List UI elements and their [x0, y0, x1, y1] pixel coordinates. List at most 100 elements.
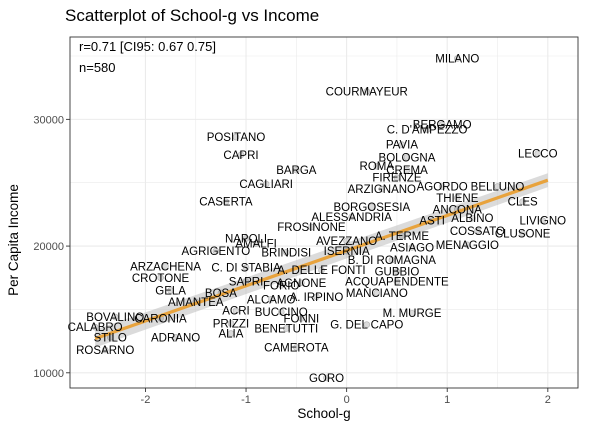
data-point [453, 55, 461, 62]
point-label: A. DELLE FONTI [277, 265, 365, 277]
point-label: LIVIGNO [519, 216, 566, 228]
point-label: CLUSONE [495, 228, 551, 240]
data-point [232, 307, 240, 315]
data-point [464, 241, 471, 249]
point-label: ALBINO [451, 213, 493, 225]
data-point [494, 183, 501, 190]
point-label: AGORDO [417, 182, 468, 194]
point-label: CASERTA [199, 197, 253, 209]
data-point [363, 88, 371, 95]
point-label: ACRI [222, 306, 249, 318]
data-point [398, 232, 406, 240]
point-label: FIRENZE [372, 173, 422, 185]
x-axis-title: School-g [297, 406, 350, 421]
panel-border [69, 36, 579, 389]
point-label: AMALFI [235, 239, 277, 251]
point-label: ALIA [218, 329, 243, 341]
sample-size-annotation: n=580 [79, 60, 116, 75]
point-label: M. MURGE [383, 308, 442, 320]
point-label: BELLUNO [471, 182, 525, 194]
data-point [222, 198, 230, 206]
point-label: PAVIA [386, 140, 418, 152]
x-tick-label: -1 [241, 394, 251, 406]
data-point [398, 141, 406, 149]
panel-frame [69, 36, 579, 389]
data-point [343, 237, 350, 245]
data-point [403, 166, 411, 174]
data-point [393, 174, 401, 181]
data-point [277, 282, 285, 289]
point-label: AVEZZANO [316, 236, 377, 248]
data-point [91, 323, 99, 331]
trend-line [94, 178, 549, 341]
point-label: BUCCINO [255, 307, 308, 319]
point-label: A. IRPINO [290, 292, 344, 304]
x-tick-label: 1 [444, 394, 450, 406]
point-label: POSITANO [207, 132, 266, 144]
data-point [403, 154, 411, 161]
point-label: CALABRO [68, 322, 123, 334]
y-axis-title: Per Capita Income [6, 184, 21, 296]
annotations: r=0.71 [CI95: 0.67 0.75] n=580 [79, 39, 216, 75]
point-label: ALESSANDRIA [311, 212, 392, 224]
data-point [293, 166, 300, 174]
data-point [172, 334, 179, 341]
data-point [227, 330, 235, 337]
data-point [318, 266, 325, 274]
x-tick-label: 0 [344, 394, 350, 406]
point-label: ROMA [360, 161, 395, 173]
data-point [111, 313, 119, 321]
correlation-annotation: r=0.71 [CI95: 0.67 0.75] [79, 39, 216, 54]
y-tick-label: 10000 [33, 368, 64, 380]
data-point [469, 214, 476, 222]
point-label: B. DI ROMAGNA [348, 255, 437, 267]
point-label: C. D'AMPEZZO [387, 125, 468, 137]
point-label: SAPRI [229, 277, 264, 289]
data-point [277, 308, 285, 316]
point-label: BRINDISI [261, 247, 311, 259]
y-tick-label: 30000 [33, 114, 64, 126]
data-point [423, 126, 431, 133]
panel-background [70, 37, 578, 388]
point-label: C. DI STABIA [211, 263, 281, 275]
point-label: STILO [94, 332, 127, 344]
point-label: COURMAYEUR [326, 86, 408, 98]
data-point [167, 287, 174, 294]
point-label: ISERNIA [324, 246, 370, 258]
point-label: BARGA [276, 165, 317, 177]
data-point [438, 121, 446, 128]
y-axis-ticks: 10000 20000 30000 [33, 114, 70, 380]
data-point [313, 293, 320, 301]
plot-panel [70, 37, 578, 388]
data-point [282, 249, 290, 256]
point-label: COSSATO [450, 226, 505, 238]
data-point [368, 203, 376, 211]
data-point [237, 151, 245, 159]
data-point [408, 309, 416, 317]
x-axis-ticks: -2 -1 0 1 2 [141, 388, 551, 406]
regression-line [94, 178, 549, 341]
data-point [408, 244, 416, 251]
data-point [298, 315, 305, 322]
data-point [101, 346, 109, 354]
point-label: AGNONE [276, 278, 326, 290]
point-label: FORIO [263, 280, 299, 292]
point-label: CAGLIARI [239, 179, 293, 191]
data-point [267, 295, 275, 303]
data-point [388, 256, 396, 264]
data-point [393, 278, 401, 285]
data-point [378, 185, 386, 193]
data-point [323, 374, 330, 382]
data-point [308, 223, 315, 231]
point-label: ARZACHENA [130, 261, 201, 273]
point-label: BORGOSESIA [333, 202, 410, 214]
point-label: GORO [309, 373, 344, 385]
point-label: CARONIA [134, 313, 187, 325]
point-label: ASTI [419, 216, 445, 228]
data-point [393, 268, 401, 275]
point-label: MILANO [435, 54, 479, 66]
point-label: CAPRI [223, 150, 258, 162]
data-point [453, 194, 461, 202]
